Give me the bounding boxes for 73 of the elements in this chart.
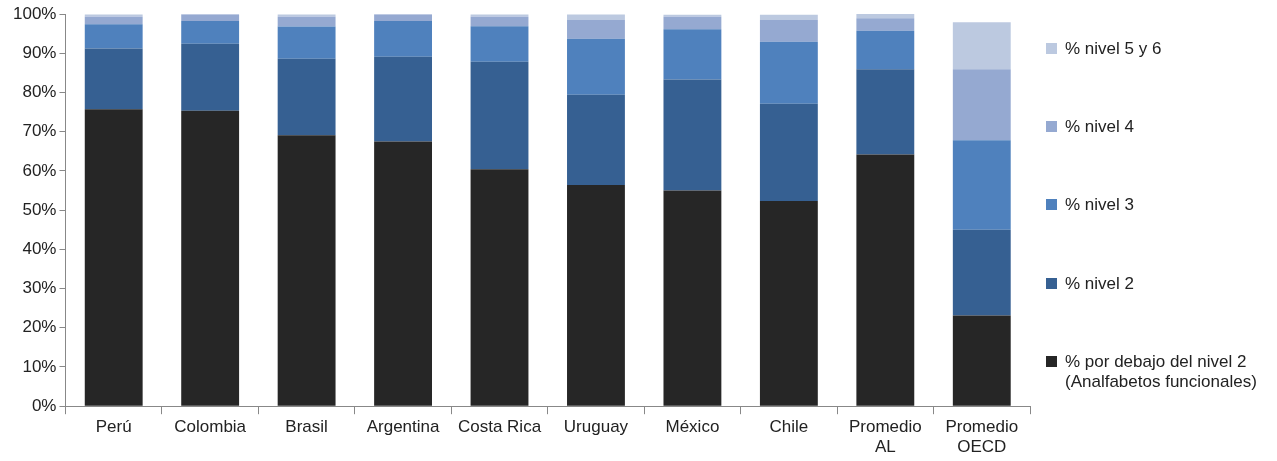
bar — [84, 48, 143, 110]
y-tick-label: 20% — [22, 317, 57, 337]
bar — [663, 29, 722, 80]
bar — [374, 21, 432, 57]
x-tick-label: Uruguay — [563, 417, 629, 437]
bar — [470, 61, 529, 170]
y-tick-label: 60% — [22, 160, 57, 180]
bar — [181, 110, 240, 406]
bar — [952, 229, 1011, 316]
bar — [84, 14, 143, 17]
legend-label: % nivel 2 — [1065, 273, 1134, 294]
bar — [277, 135, 336, 406]
legend-label: % nivel 5 y 6 — [1065, 39, 1162, 60]
bar — [181, 21, 240, 44]
bar — [759, 103, 818, 202]
bar — [567, 185, 625, 406]
bar — [856, 18, 915, 31]
bar — [567, 19, 625, 39]
bar — [470, 16, 529, 27]
bar — [856, 69, 915, 155]
bar — [759, 201, 818, 406]
y-tick-label: 90% — [22, 42, 57, 62]
bar — [470, 169, 529, 406]
x-tick-label: Promedio AL — [848, 417, 922, 457]
x-tick-label: Argentina — [366, 417, 440, 437]
y-tick-label: 40% — [22, 239, 57, 259]
y-tick-label: 70% — [22, 121, 57, 141]
bar — [374, 14, 432, 22]
bar — [374, 56, 432, 142]
bar — [181, 14, 240, 22]
bar — [759, 14, 818, 20]
x-tick-label: Perú — [95, 417, 132, 437]
bar — [567, 94, 625, 185]
bar — [374, 141, 432, 406]
y-tick-label: 80% — [22, 82, 57, 102]
x-tick-label: Promedio OECD — [945, 417, 1019, 457]
bar — [856, 30, 915, 70]
bar — [952, 69, 1011, 141]
bar — [663, 16, 722, 30]
bar — [856, 14, 915, 19]
bar — [759, 19, 818, 42]
y-tick-label: 50% — [22, 199, 57, 219]
bar — [277, 58, 336, 136]
x-tick-label: Colombia — [174, 417, 247, 437]
bar — [567, 38, 625, 95]
bar — [84, 24, 143, 49]
bar — [759, 41, 818, 104]
bar — [663, 79, 722, 191]
x-tick-label: Costa Rica — [457, 417, 542, 437]
legend-label: % nivel 3 — [1065, 195, 1134, 216]
bar — [470, 26, 529, 62]
bar — [84, 16, 143, 25]
bar — [181, 43, 240, 111]
bar — [84, 109, 143, 406]
legend-label: % nivel 4 — [1065, 117, 1134, 138]
bar — [470, 14, 529, 17]
bar — [567, 14, 625, 20]
y-tick-label: 0% — [31, 395, 57, 415]
y-tick-label: 100% — [13, 3, 57, 23]
x-tick-label: México — [665, 417, 720, 437]
bar — [856, 154, 915, 406]
bar — [952, 315, 1011, 406]
y-tick-label: 10% — [22, 356, 57, 376]
bar — [952, 22, 1011, 70]
x-tick-label: Brasil — [285, 417, 328, 437]
y-tick-label: 30% — [22, 278, 57, 298]
bar — [277, 14, 336, 17]
x-tick-label: Chile — [769, 417, 809, 437]
bar — [663, 190, 722, 406]
bar — [952, 140, 1011, 230]
bar — [277, 16, 336, 27]
bar — [277, 26, 336, 59]
legend-label: % por debajo del nivel 2 (Analfabetos funcionales) — [1065, 351, 1258, 392]
